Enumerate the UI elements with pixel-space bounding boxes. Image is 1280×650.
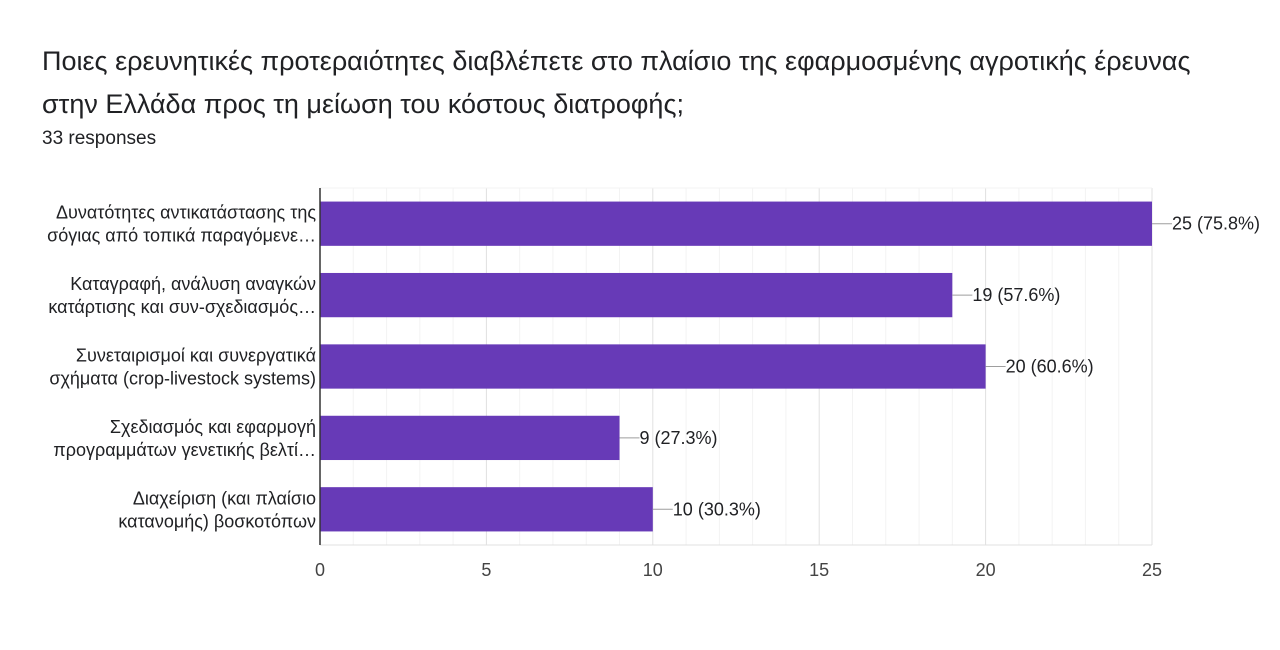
data-label: 19 (57.6%)	[972, 285, 1060, 305]
category-label: προγραμμάτων γενετικής βελτί…	[53, 440, 316, 460]
bar	[320, 415, 620, 461]
x-tick-label: 15	[809, 560, 829, 580]
category-label: Σχεδιασμός και εφαρμογή	[110, 417, 316, 437]
x-tick-label: 20	[976, 560, 996, 580]
data-label: 9 (27.3%)	[640, 428, 718, 448]
response-count: 33 responses	[42, 128, 157, 149]
category-label: Συνεταιρισμοί και συνεργατικά	[76, 346, 316, 366]
x-tick-label: 0	[315, 560, 325, 580]
x-tick-label: 25	[1142, 560, 1162, 580]
data-label: 10 (30.3%)	[673, 499, 761, 519]
data-label: 20 (60.6%)	[1006, 357, 1094, 377]
category-label: Διαχείριση (και πλαίσιο	[133, 488, 316, 508]
x-tick-label: 5	[481, 560, 491, 580]
category-label: σχήματα (crop-livestock systems)	[49, 369, 316, 389]
data-label: 25 (75.8%)	[1172, 214, 1260, 234]
bar	[320, 487, 653, 532]
category-label: Δυνατότητες αντικατάστασης της	[56, 203, 316, 223]
chart-title: Ποιες ερευνητικές προτεραιότητες διαβλέπ…	[42, 46, 1191, 119]
bar	[320, 201, 1152, 246]
category-label: κατάρτισης και συν-σχεδιασμός…	[48, 297, 316, 317]
category-label: κατανομής) βοσκοτόπων	[118, 511, 316, 531]
category-label: σόγιας από τοπικά παραγόμενε…	[47, 226, 316, 246]
bar	[320, 272, 953, 318]
x-tick-label: 10	[643, 560, 663, 580]
category-label: Καταγραφή, ανάλυση αναγκών	[70, 274, 316, 294]
bar	[320, 344, 986, 389]
